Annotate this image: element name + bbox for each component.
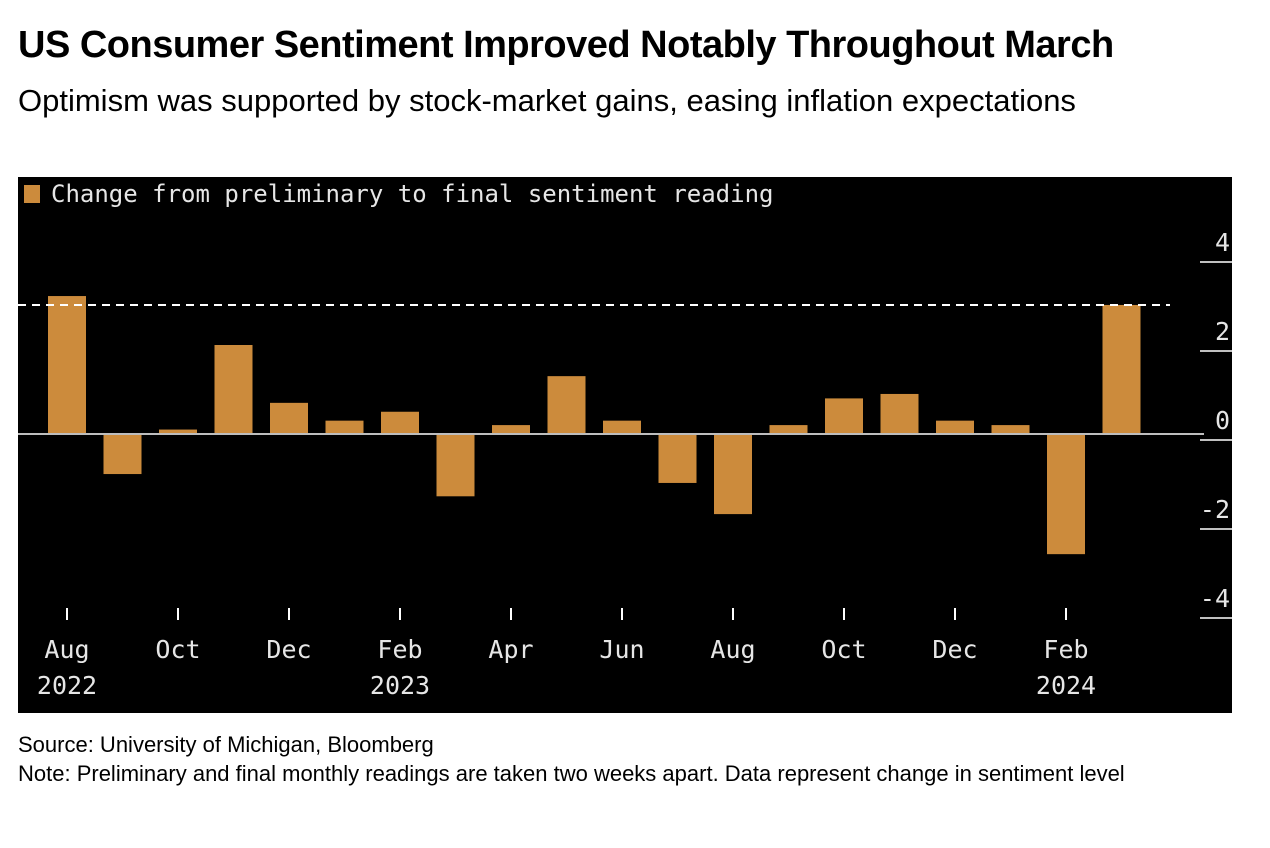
bar-mar-2024 — [1102, 304, 1141, 434]
x-tick-label-month: Jun — [599, 635, 644, 664]
bar-mar-2023 — [436, 434, 475, 497]
y-tick-label: 0 — [1215, 406, 1230, 435]
x-tick-label-month: Dec — [266, 635, 311, 664]
y-tick-label: 4 — [1215, 228, 1230, 257]
x-axis: Aug 2022 Oct Dec Feb 2023 Apr Jun Aug Oct Dec Feb 20… — [37, 608, 1096, 700]
y-tick-label: -4 — [1200, 584, 1230, 613]
x-tick-label-month: Oct — [821, 635, 866, 664]
y-tick-label: 2 — [1215, 317, 1230, 346]
bar-sep-2022 — [103, 434, 142, 475]
legend-swatch — [24, 185, 40, 203]
chart-background — [18, 177, 1232, 713]
chart-subtitle: Optimism was supported by stock-market g… — [18, 83, 1076, 118]
x-tick-label-month: Feb — [1043, 635, 1088, 664]
bar-dec-2022 — [270, 402, 308, 434]
legend-label: Change from preliminary to final sentime… — [51, 180, 773, 208]
bar-feb-2023 — [381, 411, 419, 434]
data-note: Note: Preliminary and final monthly read… — [18, 761, 1125, 786]
x-tick-label-month: Dec — [932, 635, 977, 664]
bar-nov-2022 — [214, 345, 253, 434]
chart-title: US Consumer Sentiment Improved Notably T… — [18, 24, 1114, 66]
bars-group — [48, 296, 1141, 555]
bar-aug-2023 — [714, 434, 752, 515]
bar-chart: Change from preliminary to final sentime… — [18, 177, 1232, 713]
bar-oct-2023 — [825, 398, 863, 434]
source-note: Source: University of Michigan, Bloomber… — [18, 732, 434, 757]
x-tick-label-month: Aug — [44, 635, 89, 664]
bar-sep-2023 — [769, 425, 808, 434]
bar-jul-2023 — [658, 434, 697, 483]
x-tick-label-month: Aug — [710, 635, 755, 664]
bar-feb-2024 — [1047, 434, 1085, 555]
chart-footer: Source: University of Michigan, Bloomber… — [18, 730, 1218, 788]
y-axis: 4 2 0 -2 -4 — [1200, 228, 1232, 619]
x-tick-label-year: 2024 — [1036, 671, 1096, 700]
x-tick-label-month: Feb — [377, 635, 422, 664]
bar-dec-2023 — [936, 420, 974, 434]
bar-oct-2022 — [159, 429, 197, 434]
bar-jan-2023 — [325, 420, 364, 434]
x-tick-label-month: Apr — [488, 635, 533, 664]
bar-jun-2023 — [603, 420, 641, 434]
bar-jan-2024 — [991, 425, 1030, 434]
x-tick-label-year: 2023 — [370, 671, 430, 700]
bar-may-2023 — [547, 376, 586, 434]
x-tick-label-month: Oct — [155, 635, 200, 664]
bar-nov-2023 — [880, 393, 919, 434]
bar-aug-2022 — [48, 296, 86, 434]
bar-apr-2023 — [492, 425, 530, 434]
y-tick-label: -2 — [1200, 495, 1230, 524]
x-tick-label-year: 2022 — [37, 671, 97, 700]
